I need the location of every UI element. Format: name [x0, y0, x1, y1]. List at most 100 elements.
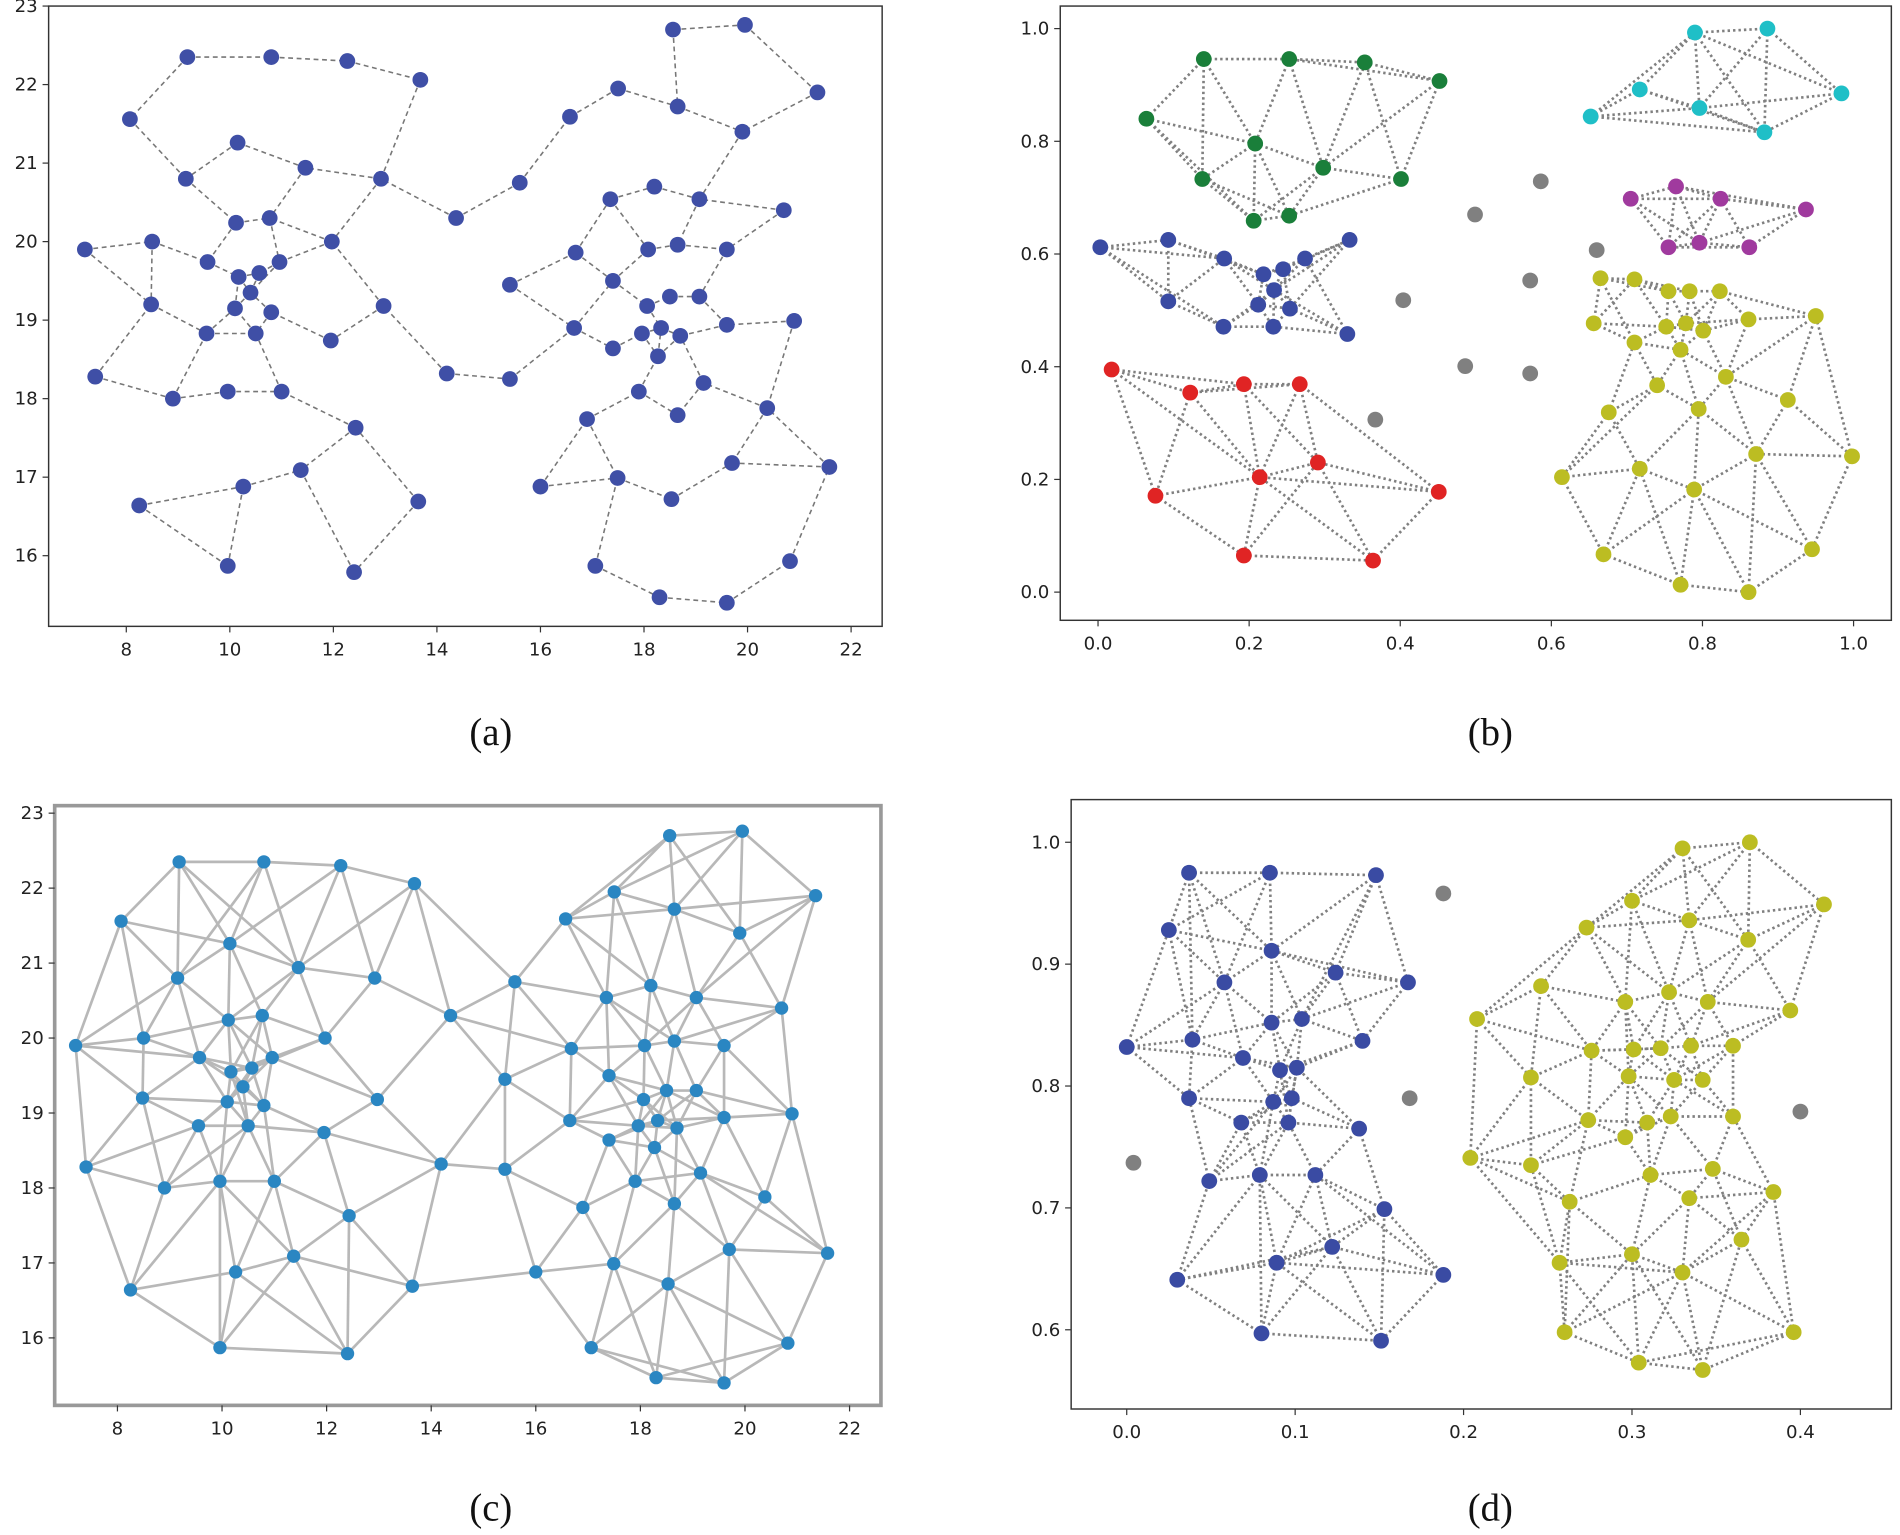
data-point	[669, 98, 686, 115]
data-point	[1297, 250, 1313, 267]
data-point	[1748, 446, 1764, 462]
data-point	[781, 1336, 795, 1350]
edge	[1154, 494, 1245, 557]
edge	[130, 1270, 236, 1292]
x-tick-label: 22	[840, 639, 863, 660]
edge	[1261, 1332, 1382, 1343]
data-point	[759, 400, 776, 416]
edge	[763, 1195, 829, 1255]
data-point	[1266, 282, 1282, 298]
data-point	[605, 340, 621, 357]
data-point	[1522, 365, 1539, 382]
data-point	[177, 170, 194, 187]
edge	[643, 1044, 668, 1092]
data-point	[1725, 1108, 1741, 1125]
data-point	[261, 210, 278, 226]
edge	[1271, 949, 1337, 974]
edge	[380, 79, 422, 180]
edge	[1673, 1078, 1734, 1118]
edge	[143, 1036, 200, 1059]
edge	[1529, 1164, 1561, 1264]
data-point	[297, 159, 314, 176]
edge	[1731, 1115, 1775, 1193]
edge	[669, 829, 743, 837]
edge	[84, 240, 153, 251]
data-point	[1625, 1041, 1642, 1058]
data-point	[1253, 1325, 1270, 1342]
edge	[1748, 314, 1816, 321]
edge	[129, 118, 187, 180]
data-point	[665, 21, 681, 38]
data-point	[1251, 1167, 1268, 1183]
edge	[1558, 1262, 1566, 1333]
edge	[1303, 257, 1349, 335]
edge	[1273, 288, 1349, 336]
edge	[1706, 939, 1750, 1003]
edge	[243, 469, 301, 488]
edge	[674, 1039, 725, 1047]
data-point	[634, 325, 650, 342]
data-point	[1356, 54, 1373, 71]
edge	[659, 596, 727, 604]
edge	[741, 830, 817, 897]
edge	[376, 1098, 443, 1165]
edge	[612, 891, 653, 987]
edge	[608, 1074, 667, 1092]
data-point	[340, 1346, 355, 1361]
data-point	[1765, 1184, 1782, 1200]
edge	[1659, 1047, 1704, 1081]
edge	[1258, 1121, 1290, 1176]
edge	[564, 834, 671, 920]
edge	[1399, 80, 1441, 180]
edge	[261, 1014, 326, 1040]
edge	[455, 182, 521, 219]
data-point	[1691, 234, 1708, 251]
edge	[605, 891, 616, 998]
edge	[380, 178, 457, 219]
edge	[1189, 382, 1245, 394]
edge	[346, 1215, 351, 1354]
edge	[1187, 872, 1194, 1040]
caption-b: (b)	[1468, 711, 1513, 754]
edge	[331, 241, 385, 307]
edge	[655, 1376, 725, 1385]
edge	[176, 942, 231, 980]
data-point	[143, 296, 160, 313]
data-point	[172, 855, 186, 869]
edge	[234, 1270, 349, 1355]
edge	[1242, 476, 1262, 556]
edge	[1260, 1262, 1278, 1334]
edge	[1599, 277, 1636, 344]
edge	[1322, 79, 1441, 169]
data-point	[1620, 1068, 1637, 1085]
edge	[323, 1131, 442, 1166]
edge	[1468, 1018, 1479, 1158]
plot-frame	[1059, 5, 1893, 622]
data-point	[1272, 1062, 1288, 1079]
edge	[534, 1271, 593, 1349]
edge	[440, 1078, 507, 1165]
edge	[1732, 1009, 1792, 1047]
data-point	[318, 1031, 332, 1045]
edge	[138, 504, 229, 567]
edge	[226, 943, 232, 1021]
edge	[1669, 1115, 1714, 1170]
edge	[75, 1036, 144, 1047]
edge	[1175, 1180, 1211, 1281]
data-point	[1310, 454, 1326, 471]
y-tick-label: 22	[21, 878, 44, 899]
edge	[643, 985, 653, 1046]
edge	[129, 56, 188, 120]
edge	[172, 333, 208, 400]
edge	[129, 1187, 166, 1291]
edge	[449, 980, 516, 1017]
data-point	[1263, 942, 1280, 959]
edge	[1476, 1017, 1592, 1052]
data-point	[1262, 864, 1278, 881]
data-point	[135, 1091, 150, 1105]
edge	[1469, 1156, 1571, 1204]
data-point	[247, 325, 264, 342]
edge	[84, 1166, 132, 1291]
edge	[1242, 461, 1319, 557]
edge	[263, 1104, 325, 1134]
